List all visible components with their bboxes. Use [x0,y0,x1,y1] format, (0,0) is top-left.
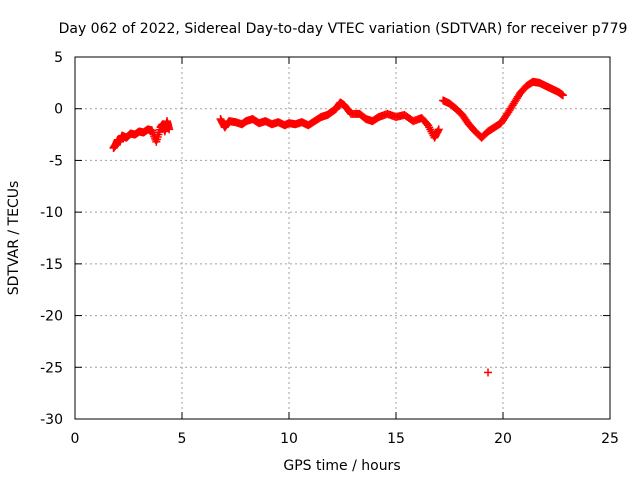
tick-layer: 0 5 10 15 20 25 -30 -25 -20 -15 -10 -5 0 5 [40,50,619,447]
data-point [484,368,493,377]
y-tick-label: 0 [54,102,63,118]
y-axis-title: SDTVAR / TECUs [6,181,22,296]
data-points [109,77,567,377]
x-tick-label: 25 [601,431,619,447]
data-point [165,125,174,134]
x-axis-title: GPS time / hours [283,458,400,474]
data-point [558,91,567,100]
x-tick-label: 5 [178,431,187,447]
y-tick-label: -5 [49,153,63,169]
x-tick-label: 20 [494,431,512,447]
x-tick-label: 15 [387,431,405,447]
x-tick-label: 10 [280,431,298,447]
plot-frame [74,56,611,420]
y-tick-label: -20 [40,309,63,325]
x-tick-label: 0 [71,431,80,447]
y-tick-label: -30 [40,412,63,428]
y-tick-label: -25 [40,360,63,376]
data-point [434,125,443,134]
y-tick-label: 5 [54,50,63,66]
y-tick-label: -15 [40,257,63,273]
grid-layer [75,57,610,419]
chart-title: Day 062 of 2022, Sidereal Day-to-day VTE… [59,21,628,37]
y-tick-label: -10 [40,205,63,221]
